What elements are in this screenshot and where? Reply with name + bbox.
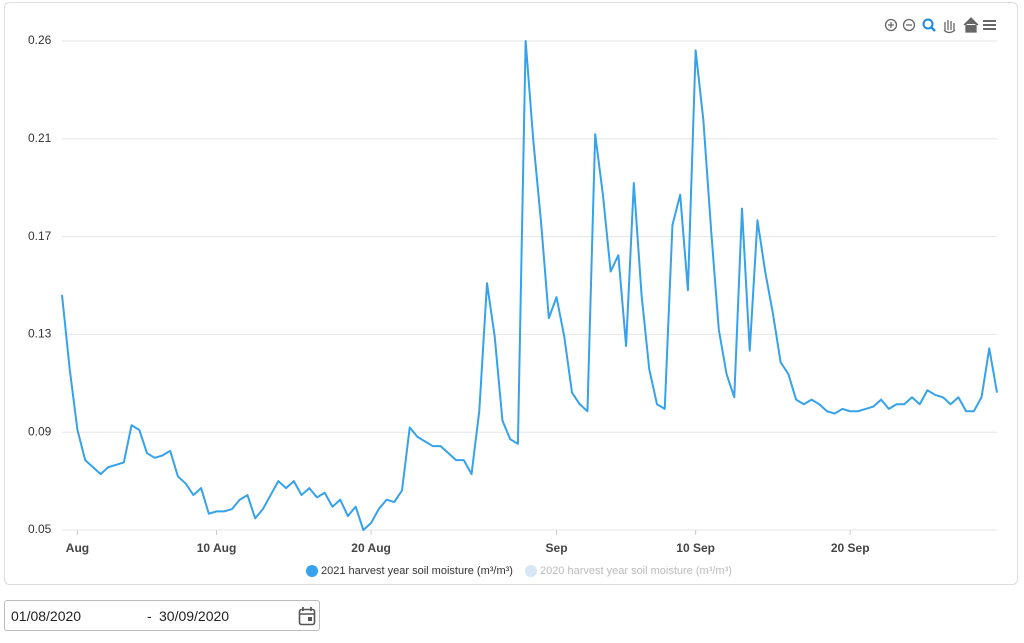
- selection-zoom-button[interactable]: [922, 18, 934, 30]
- chart: 0.05 0.09 0.13 0.17 0.21 0.26 Aug 10 Aug 20 Aug S…: [4, 2, 1018, 585]
- x-tick-label: 20 Aug: [351, 541, 391, 555]
- reset-button[interactable]: [963, 17, 979, 33]
- y-tick-label: 0.21: [28, 131, 52, 145]
- y-tick-label: 0.09: [28, 424, 52, 438]
- end-date[interactable]: 30/09/2020: [159, 608, 230, 624]
- legend-marker: [524, 565, 537, 577]
- x-tick-label: 20 Sep: [831, 541, 870, 555]
- menu-button[interactable]: [983, 20, 996, 30]
- y-tick-label: 0.26: [28, 33, 52, 47]
- zoom-in-button[interactable]: [884, 18, 898, 32]
- toolbar: [884, 17, 996, 34]
- date-range-picker[interactable]: 01/08/2020 - 30/09/2020: [4, 600, 320, 631]
- x-tick-label: Aug: [66, 541, 89, 555]
- legend-label[interactable]: 2021 harvest year soil moisture (m³/m³): [321, 565, 513, 577]
- x-tick-label: Sep: [546, 541, 568, 555]
- date-separator: -: [147, 608, 152, 624]
- pan-button[interactable]: [943, 20, 956, 34]
- calendar-icon[interactable]: [298, 606, 316, 626]
- y-tick-label: 0.05: [28, 522, 52, 536]
- zoom-out-button[interactable]: [902, 18, 916, 32]
- legend-marker: [306, 565, 318, 577]
- x-tick-label: 10 Aug: [197, 541, 237, 555]
- chart-frame: [4, 2, 1018, 585]
- y-tick-label: 0.17: [28, 229, 52, 243]
- series-line: [61, 40, 998, 531]
- y-tick-label: 0.13: [28, 327, 52, 341]
- x-tick-label: 10 Sep: [676, 541, 715, 555]
- start-date[interactable]: 01/08/2020: [11, 608, 82, 624]
- legend-label[interactable]: 2020 harvest year soil moisture (m³/m³): [540, 565, 732, 577]
